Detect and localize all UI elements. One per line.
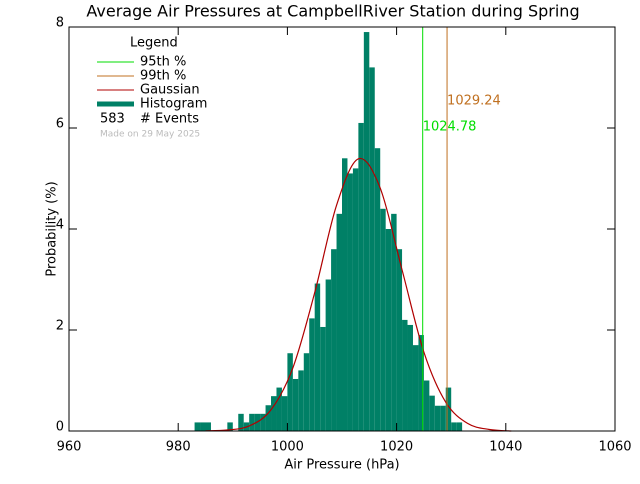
histogram-bar — [287, 353, 293, 431]
histogram-bar — [292, 378, 299, 431]
percentile-label: 1029.24 — [447, 94, 501, 109]
histogram-bar — [303, 353, 310, 431]
x-tick-label: 980 — [166, 440, 191, 455]
x-tick-label: 960 — [57, 440, 82, 455]
histogram-bar — [385, 229, 392, 431]
histogram-bar — [374, 148, 381, 431]
x-tick-label: 1000 — [271, 440, 304, 455]
x-axis-label: Air Pressure (hPa) — [284, 458, 399, 473]
histogram-bar — [200, 422, 206, 431]
histogram-bar — [320, 326, 326, 431]
histogram-bar — [347, 173, 353, 431]
event-count: 583 — [100, 112, 125, 127]
footnote: Made on 29 May 2025 — [100, 130, 200, 140]
y-tick-label: 6 — [56, 117, 64, 132]
chart-title: Average Air Pressures at CampbellRiver S… — [86, 2, 579, 21]
x-tick-label: 1020 — [380, 440, 413, 455]
histogram-bar — [396, 249, 403, 431]
histogram-bar — [434, 405, 441, 431]
histogram-bar — [238, 413, 244, 431]
histogram-bar — [407, 324, 413, 431]
x-tick-label: 1040 — [489, 440, 522, 455]
histogram-bar — [265, 405, 272, 431]
histogram-bar — [336, 213, 342, 431]
histogram-bar — [309, 318, 315, 431]
legend-label: 95th % — [140, 55, 186, 70]
gaussian-curve — [205, 157, 512, 432]
histogram-bar — [363, 32, 370, 432]
histogram-bar — [391, 213, 397, 431]
histogram-bar — [249, 413, 255, 431]
y-tick-label: 2 — [56, 319, 64, 334]
histogram-bar — [205, 422, 211, 431]
histogram-bar — [331, 249, 337, 431]
y-tick-label: 8 — [56, 16, 64, 31]
histogram-bar — [281, 396, 288, 431]
legend-label: 99th % — [140, 69, 186, 84]
histogram-bar — [423, 380, 430, 431]
legend-title: Legend — [130, 36, 178, 51]
x-tick-label: 1060 — [598, 440, 631, 455]
histogram-bar — [440, 405, 446, 431]
histogram-bar — [429, 395, 435, 431]
histogram-bar — [325, 279, 332, 431]
histogram-bar — [451, 422, 457, 431]
histogram-bar — [418, 335, 424, 431]
histogram-bar — [314, 283, 321, 431]
histogram-bar — [380, 208, 386, 431]
y-tick-label: 4 — [56, 218, 64, 233]
histogram-bar — [298, 370, 304, 431]
legend-label: Gaussian — [140, 83, 200, 98]
histogram-bar — [456, 422, 463, 431]
histogram-bar — [358, 122, 364, 431]
histogram-bar — [271, 396, 277, 431]
y-axis-label: Probability (%) — [45, 181, 60, 276]
histogram-bar — [276, 387, 282, 431]
histogram-bar — [194, 422, 201, 431]
histogram-bar — [402, 319, 408, 431]
histogram-bar — [352, 168, 359, 431]
y-tick-label: 0 — [56, 420, 64, 435]
histogram-bar — [227, 422, 233, 431]
histogram-bar — [342, 158, 348, 432]
histogram-bar — [412, 345, 419, 431]
percentile-label: 1024.78 — [423, 120, 477, 135]
histogram-bar — [445, 387, 452, 431]
histogram-bar — [260, 413, 266, 431]
event-label: # Events — [140, 112, 199, 127]
histogram-bar — [369, 67, 375, 432]
legend-label: Histogram — [140, 97, 207, 112]
